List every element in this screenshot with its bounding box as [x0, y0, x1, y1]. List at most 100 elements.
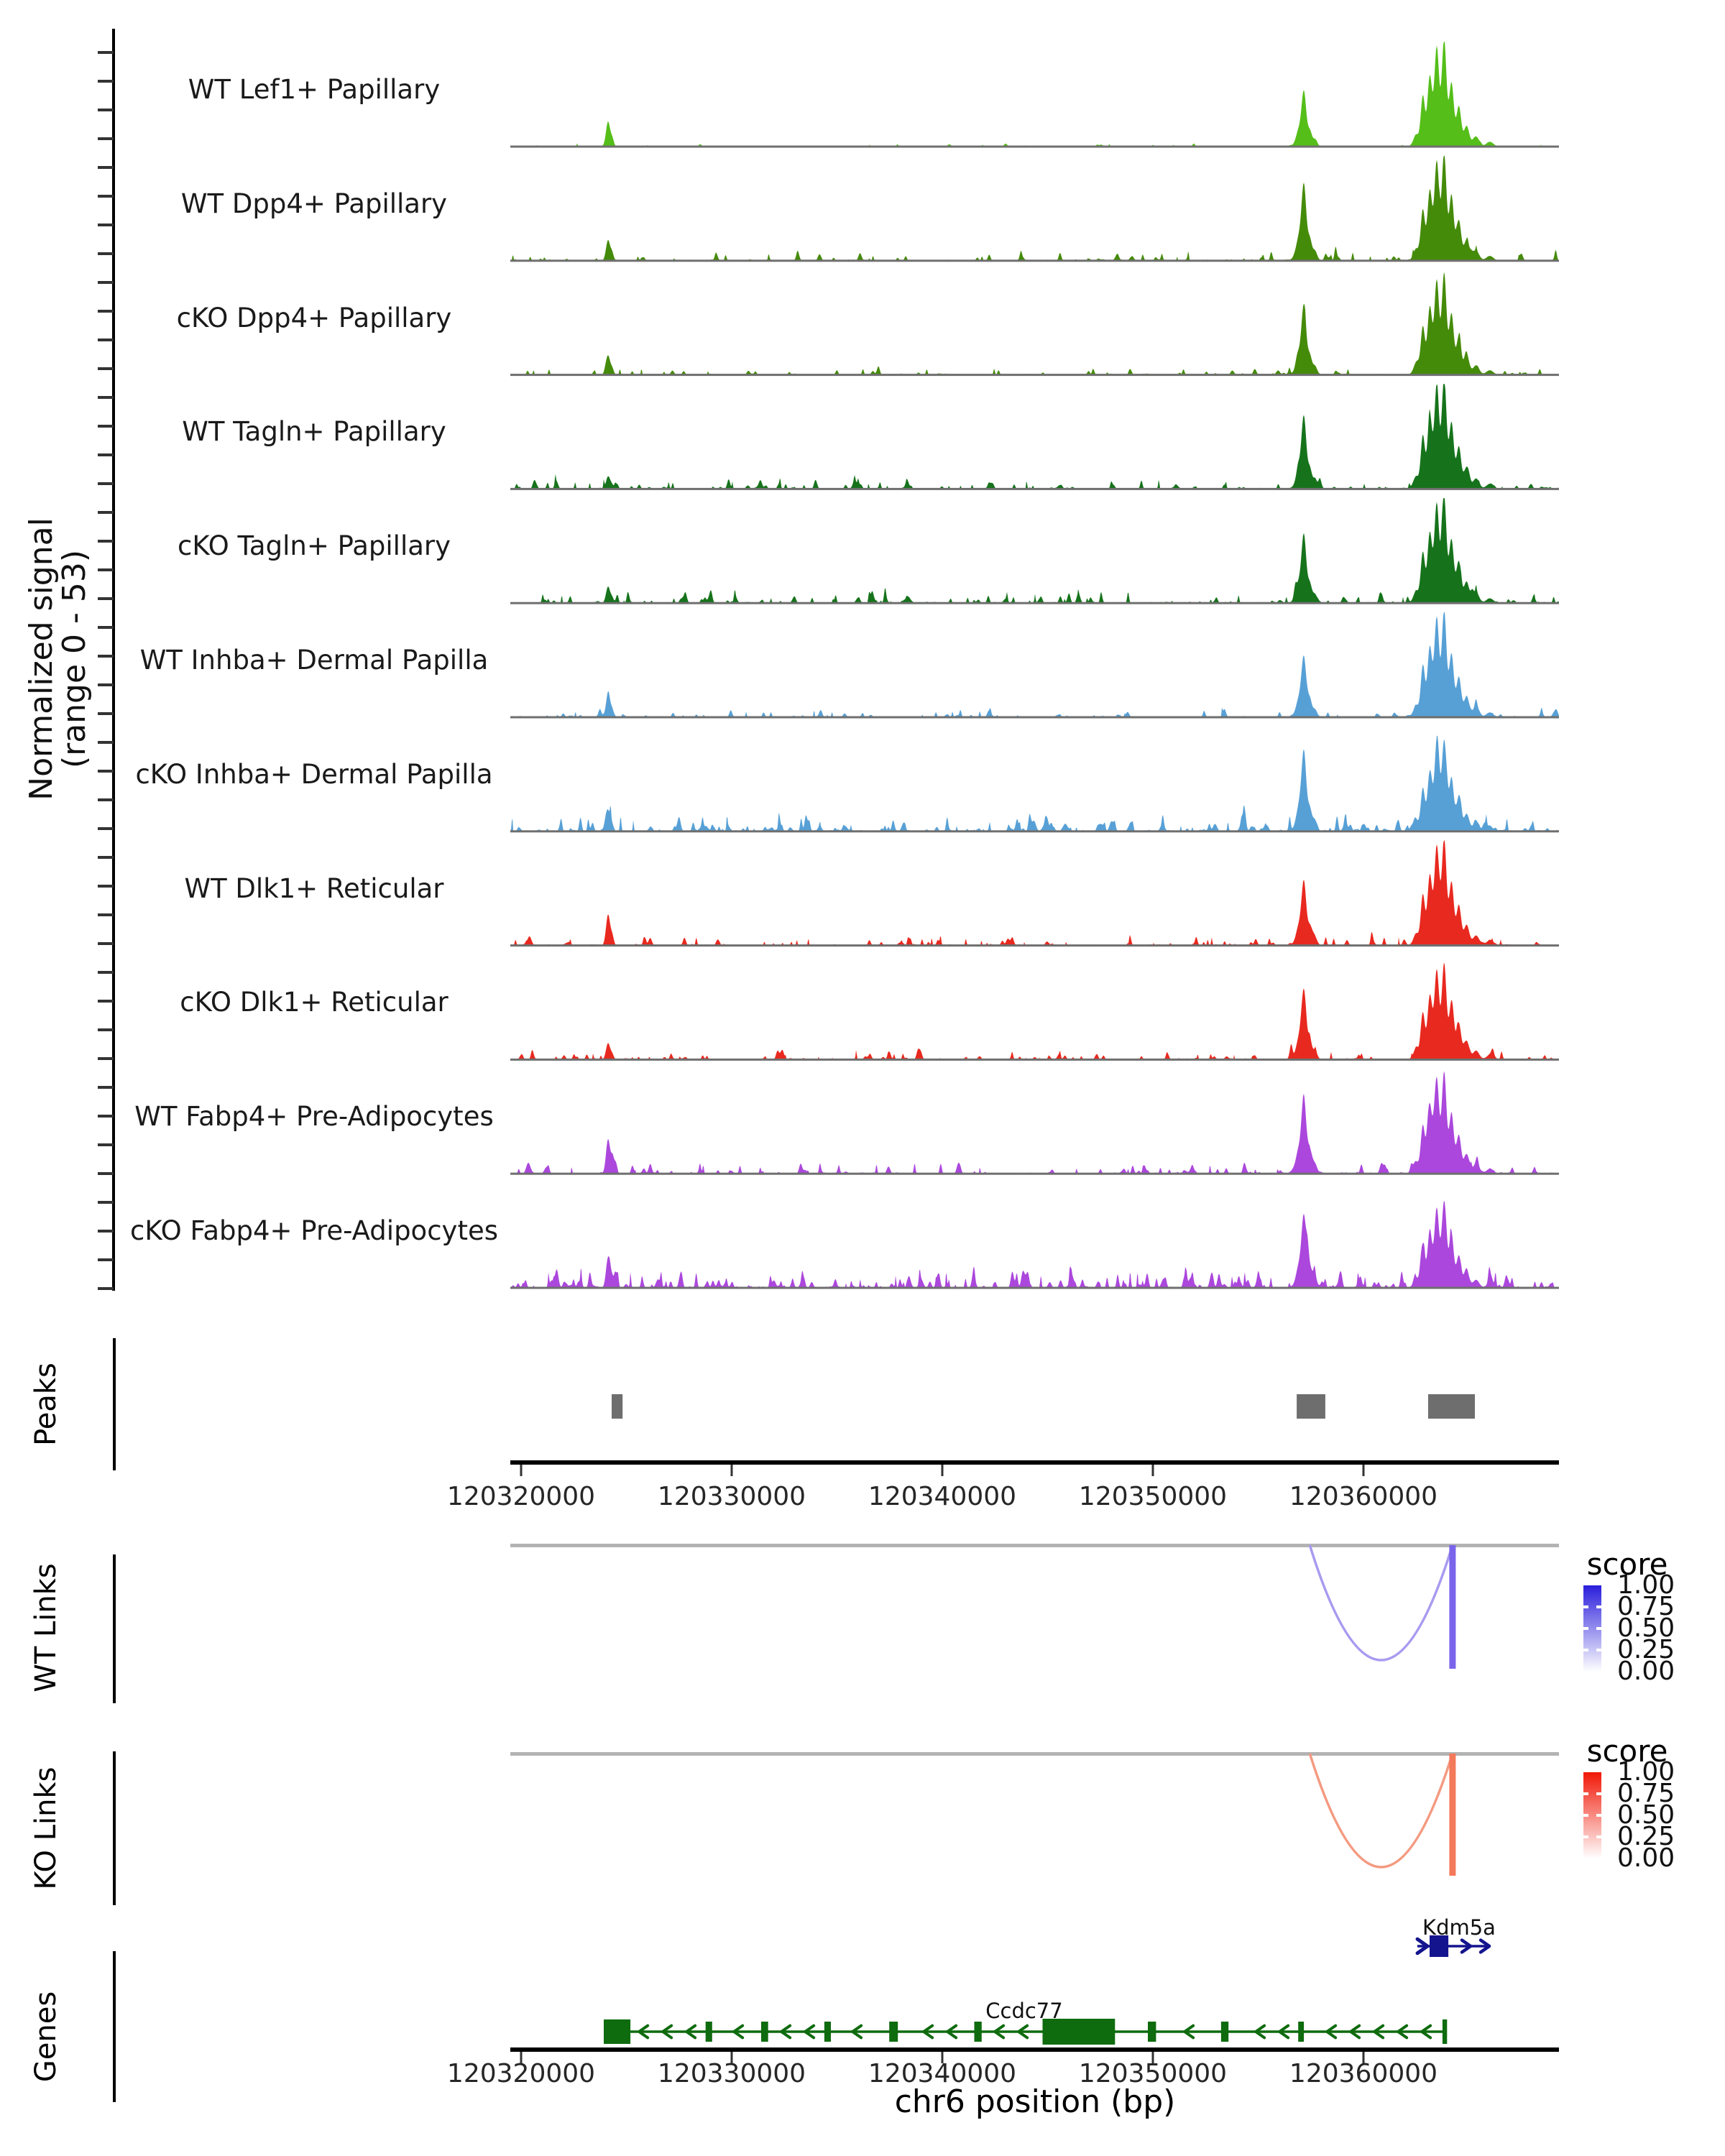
- track-label: cKO Dpp4+ Papillary: [176, 303, 452, 333]
- legend-tick-label-ko: 0.00: [1617, 1843, 1675, 1873]
- y-axis-tick: [98, 396, 114, 399]
- y-axis-tick: [98, 281, 114, 284]
- gene-exon-ccdc77: [761, 2022, 768, 2042]
- gene-strand-arrow-ccdc77: [1325, 2024, 1338, 2040]
- y-axis-tick: [98, 338, 114, 341]
- coverage-signal-track-7: [510, 840, 1559, 946]
- track-baseline: [510, 259, 1559, 262]
- coverage-signal-track-5: [510, 612, 1559, 717]
- x-tick-label-bottom: 120360000: [1289, 2059, 1438, 2088]
- peak-interval-box: [1428, 1394, 1475, 1419]
- y-axis-tick: [98, 885, 114, 888]
- legend-tick-label-wt: 0.25: [1617, 1635, 1675, 1664]
- link-bar-wt: [1449, 1545, 1456, 1669]
- y-axis-tick: [98, 626, 114, 629]
- track-baseline: [510, 1172, 1559, 1175]
- y-axis-tick: [98, 597, 114, 600]
- coverage-signal-track-0: [510, 42, 1559, 147]
- y-axis-tick: [98, 712, 114, 715]
- track-label: WT Tagln+ Papillary: [182, 416, 446, 447]
- x-axis-tick-top: [941, 1465, 944, 1476]
- track-label: WT Fabp4+ Pre-Adipocytes: [134, 1101, 494, 1132]
- coverage-signal-track-9: [510, 1071, 1559, 1174]
- track-baseline: [510, 1058, 1559, 1061]
- gene-body-line-ccdc77: [604, 2030, 1447, 2033]
- y-axis-tick: [98, 425, 114, 428]
- y-axis-tick: [98, 1143, 114, 1146]
- track-baseline: [510, 1286, 1559, 1289]
- gene-exon-ccdc77: [1148, 2022, 1156, 2042]
- y-axis-tick: [98, 856, 114, 859]
- y-axis-tick: [98, 224, 114, 226]
- gene-strand-arrow-ccdc77: [922, 2024, 934, 2040]
- legend-bar-notch: [1596, 1627, 1601, 1630]
- gene-strand-arrow-ccdc77: [1017, 2024, 1029, 2040]
- y-axis-tick: [98, 1057, 114, 1060]
- track-baseline: [510, 944, 1559, 947]
- x-axis-line-bottom: [510, 2047, 1559, 2052]
- legend-tick-label-ko: 0.75: [1617, 1779, 1675, 1808]
- x-tick-label-top: 120350000: [1078, 1482, 1228, 1511]
- y-axis-tick: [98, 166, 114, 169]
- x-tick-label-top: 120360000: [1289, 1482, 1438, 1511]
- gene-strand-arrow-ccdc77: [1254, 2024, 1266, 2040]
- y-axis-tick: [98, 913, 114, 916]
- gene-strand-arrow-ccdc77: [780, 2024, 792, 2040]
- legend-tick-label-ko: 0.25: [1617, 1822, 1675, 1851]
- y-axis-tick: [98, 1086, 114, 1089]
- gene-exon-ccdc77: [1298, 2022, 1305, 2042]
- x-tick-label-top: 120330000: [657, 1482, 806, 1511]
- track-label: cKO Fabp4+ Pre-Adipocytes: [129, 1215, 498, 1246]
- legend-bar-notch: [1583, 1649, 1588, 1651]
- gene-exon-ccdc77: [824, 2022, 831, 2042]
- legend-bar-notch: [1583, 1835, 1588, 1838]
- y-axis-tick: [98, 511, 114, 514]
- x-tick-label-top: 120340000: [868, 1482, 1017, 1511]
- y-axis-tick: [98, 1258, 114, 1261]
- gene-exon-ccdc77: [974, 2022, 982, 2042]
- peak-interval-box: [612, 1394, 623, 1419]
- y-axis-tick: [98, 453, 114, 456]
- track-label: cKO Inhba+ Dermal Papilla: [135, 759, 493, 790]
- panel-label-genes: Genes: [29, 1991, 63, 2083]
- y-axis-tick: [98, 683, 114, 686]
- coverage-signal-track-8: [510, 962, 1559, 1060]
- link-arc-wt: [1308, 1544, 1454, 1662]
- coverage-signal-track-10: [510, 1200, 1559, 1288]
- gene-strand-arrow-ccdc77: [661, 2024, 673, 2040]
- tracks-y-axis-line: [112, 29, 115, 1291]
- link-bar-ko: [1449, 1754, 1456, 1876]
- track-label: WT Dlk1+ Reticular: [184, 873, 444, 904]
- x-axis-tick-top: [1151, 1465, 1154, 1476]
- y-axis-tick: [98, 1287, 114, 1290]
- legend-bar-notch: [1596, 1814, 1601, 1817]
- gene-exon-large-ccdc77: [1442, 2019, 1448, 2044]
- gene-exon-kdm5a: [1430, 1935, 1449, 1957]
- x-axis-tick-top: [1362, 1465, 1365, 1476]
- track-baseline: [510, 830, 1559, 833]
- gene-strand-arrow-ccdc77: [946, 2024, 958, 2040]
- y-axis-tick: [98, 1000, 114, 1003]
- y-axis-tick: [98, 51, 114, 54]
- x-tick-label-bottom: 120350000: [1078, 2059, 1228, 2088]
- y-axis-tick: [98, 1115, 114, 1118]
- genes-axis-line: [113, 1951, 116, 2102]
- legend-tick-label-wt: 1.00: [1617, 1570, 1675, 1600]
- gene-strand-arrow-ccdc77: [1278, 2024, 1290, 2040]
- legend-bar-notch: [1596, 1606, 1601, 1608]
- gene-strand-arrow-ccdc77: [1397, 2024, 1409, 2040]
- y-axis-tick: [98, 1172, 114, 1175]
- y-axis-tick: [98, 367, 114, 370]
- y-axis-tick: [98, 827, 114, 830]
- gene-exon-large-ccdc77: [604, 2019, 631, 2044]
- track-baseline: [510, 374, 1559, 377]
- gene-label-kdm5a: Kdm5a: [1422, 1915, 1496, 1940]
- legend-bar-notch: [1596, 1792, 1601, 1795]
- legend-tick-label-wt: 0.50: [1617, 1613, 1675, 1643]
- legend-bar-notch: [1583, 1606, 1588, 1608]
- gene-exon-ccdc77: [889, 2022, 898, 2042]
- x-axis-tick-bottom: [1362, 2052, 1365, 2063]
- gene-strand-arrow-kdm5a: [1478, 1938, 1491, 1954]
